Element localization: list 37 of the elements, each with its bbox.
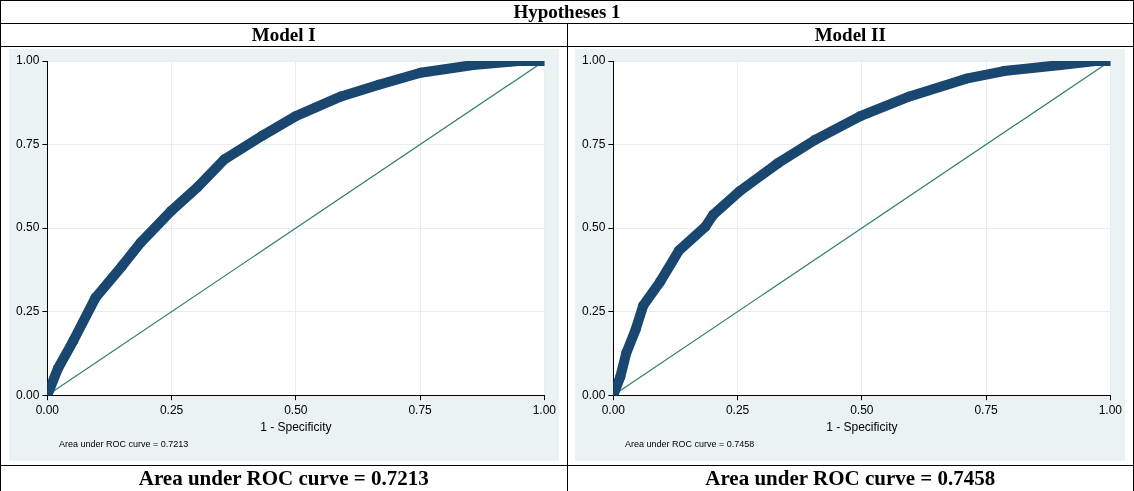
x-tick-label: 1.00 [1098, 402, 1123, 417]
y-tick-label: 1.00 [15, 53, 40, 68]
y-tick-label: 0.25 [15, 303, 40, 318]
chart-title: Model I [0, 23, 567, 47]
y-tick-label: 0.00 [582, 387, 606, 402]
text: Hypotheses 1 [0, 0, 1134, 24]
y-tick-label: 0.25 [582, 303, 606, 318]
point [290, 111, 301, 122]
point [90, 292, 101, 303]
x-tick-label: 0.75 [974, 402, 999, 417]
x-tick-label: 0.50 [850, 402, 875, 417]
y-tick-label: 1.00 [582, 53, 606, 68]
x-tick-label: 0.50 [283, 402, 308, 417]
y-tick-label: 0.50 [15, 220, 40, 235]
x-axis-title: 1 - Specificity [826, 420, 898, 435]
text: Area under ROC curve = 0.7458 [567, 465, 1134, 491]
point [135, 237, 146, 248]
point [855, 111, 866, 122]
text: Area under ROC curve = 0.7213 [58, 439, 189, 449]
x-axis-title: 1 - Specificity [259, 420, 332, 435]
x-tick-label: 0.25 [726, 402, 750, 417]
y-tick-label: 0.50 [582, 220, 606, 235]
text: Area under ROC curve = 0.7213 [0, 465, 567, 491]
x-tick-label: 0.25 [159, 402, 184, 417]
chart-title: Model II [567, 23, 1134, 47]
y-tick-label: 0.00 [15, 387, 40, 402]
point [219, 154, 230, 165]
text: Area under ROC curve = 0.7458 [625, 439, 755, 449]
x-tick-label: 0.00 [601, 402, 626, 417]
x-tick-label: 0.00 [35, 402, 60, 417]
point [700, 221, 711, 232]
x-tick-label: 1.00 [532, 402, 557, 417]
point [192, 182, 203, 193]
point [256, 130, 267, 141]
y-tick-label: 0.75 [15, 136, 40, 151]
y-tick-label: 0.75 [582, 136, 606, 151]
x-tick-label: 0.75 [408, 402, 432, 417]
